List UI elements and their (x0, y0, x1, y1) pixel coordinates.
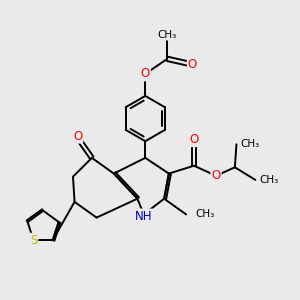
Text: CH₃: CH₃ (158, 30, 177, 40)
Text: O: O (189, 133, 199, 146)
Text: NH: NH (135, 209, 152, 223)
Text: O: O (141, 68, 150, 80)
Text: CH₃: CH₃ (195, 209, 214, 219)
Text: O: O (212, 169, 220, 182)
Text: O: O (188, 58, 197, 71)
Text: O: O (73, 130, 82, 143)
Text: CH₃: CH₃ (240, 139, 260, 149)
Text: CH₃: CH₃ (259, 175, 278, 185)
Text: S: S (30, 234, 37, 247)
